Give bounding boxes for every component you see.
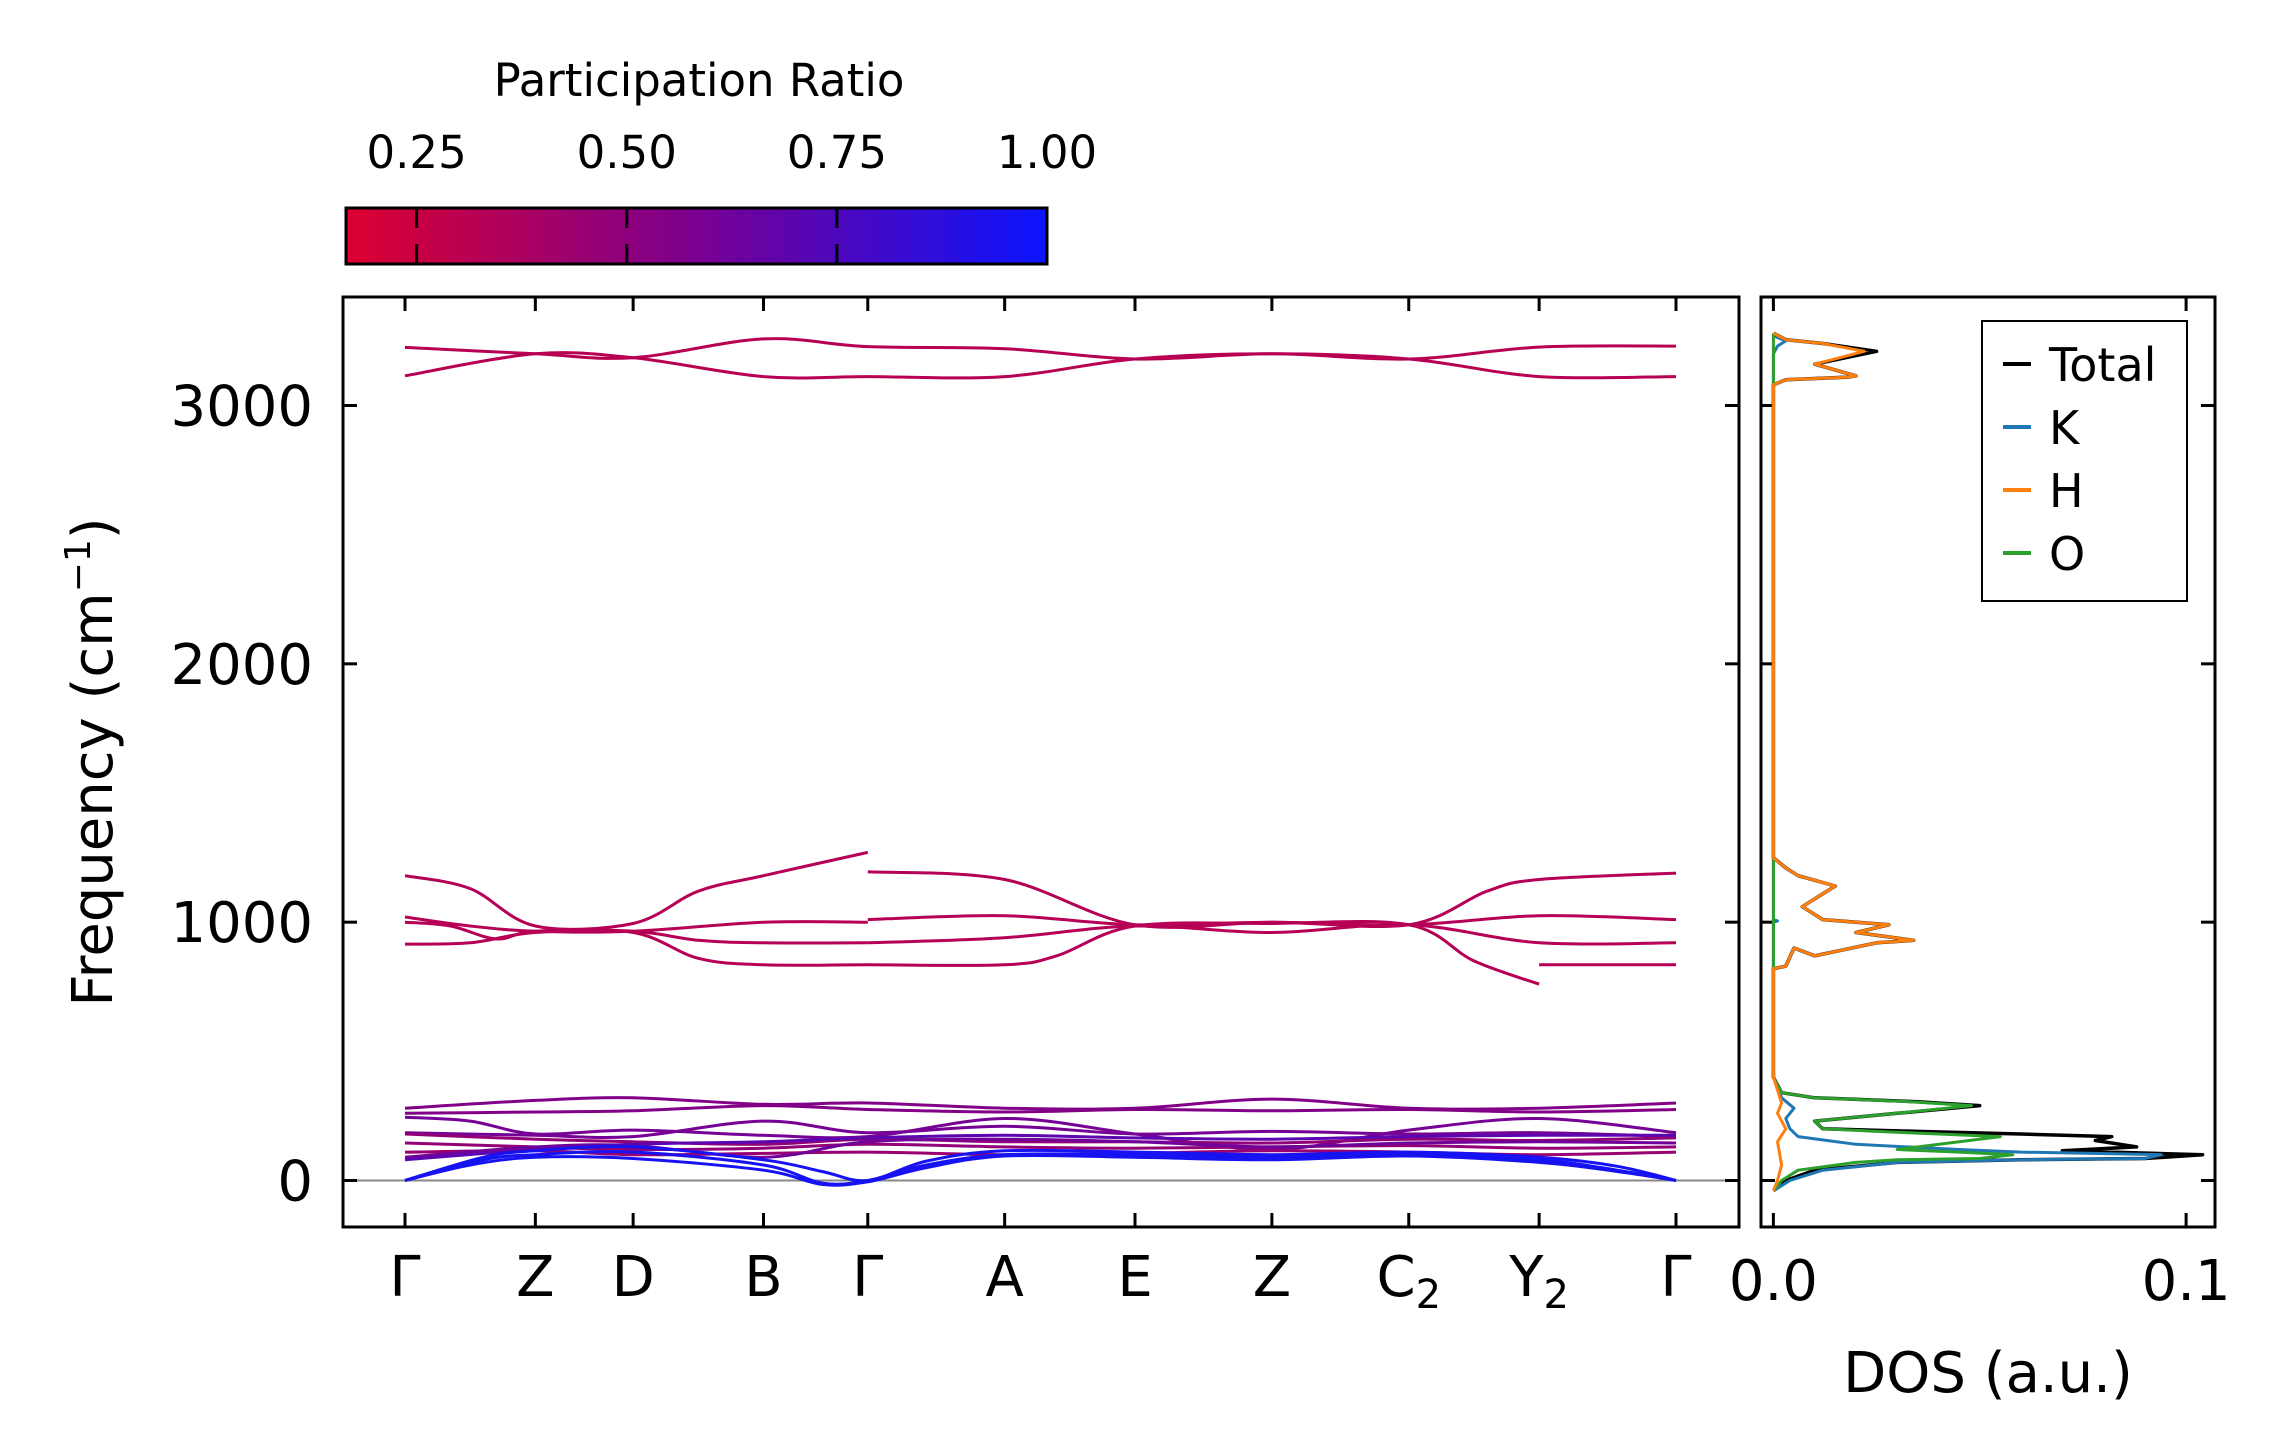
dos-tick-label: 0.1 xyxy=(2142,1249,2231,1314)
kpoint-labels: Γ Z D B Γ A E Z C2 Y2 Γ xyxy=(389,1245,1691,1318)
dos-legend: Total KHO xyxy=(1981,320,2188,602)
y-axis-label-close: ) xyxy=(61,517,126,539)
phonon-bands xyxy=(404,337,1677,1187)
dos-x-axis-label: DOS (a.u.) xyxy=(1843,1341,2133,1406)
phonon-band xyxy=(404,1096,1677,1111)
kpoint-label: D xyxy=(612,1245,655,1310)
dos-ticks: 0.0 0.1 xyxy=(1729,297,2231,1314)
y-axis-label-main: Frequency (cm xyxy=(61,592,126,1006)
legend-label: K xyxy=(2049,401,2081,455)
phonon-band xyxy=(867,870,1677,929)
dos-curves xyxy=(1771,331,2205,1193)
phonon-band xyxy=(404,1132,1677,1146)
phonon-band xyxy=(404,1104,1677,1115)
phonon-band xyxy=(404,351,1677,380)
phonon-band xyxy=(404,1153,1677,1187)
kpoint-label: B xyxy=(744,1245,782,1310)
kpoint-label: Γ xyxy=(389,1245,420,1310)
phonon-band xyxy=(867,923,1677,946)
legend-label: H xyxy=(2049,464,2084,518)
frequency-tick-label: 0 xyxy=(277,1150,313,1215)
phonon-band xyxy=(404,1119,1677,1139)
dos-curve-o xyxy=(1771,333,2015,1192)
dos-plot-frame xyxy=(1759,295,2217,1229)
phonon-band xyxy=(404,1141,1677,1152)
kpoint-label: C2 xyxy=(1376,1245,1441,1318)
colorbar-title: Participation Ratio xyxy=(494,54,905,107)
colorbar-tick-label: 1.00 xyxy=(997,126,1097,179)
kpoint-ticks xyxy=(403,297,1678,1227)
frequency-tick-label: 1000 xyxy=(170,891,313,956)
kpoint-label: Y2 xyxy=(1508,1245,1569,1318)
kpoint-label: Γ xyxy=(852,1245,883,1310)
dos-tick-label: 0.0 xyxy=(1729,1249,1818,1314)
band-plot-frame xyxy=(341,295,1741,1229)
colorbar-tick-label: 0.50 xyxy=(577,126,677,179)
colorbar: Participation Ratio 0.25 0.50 0.75 1.00 xyxy=(344,54,1097,266)
colorbar-gradient xyxy=(344,206,1049,266)
kpoint-label: A xyxy=(985,1245,1023,1310)
phonon-band xyxy=(404,1150,1677,1186)
colorbar-tick-label: 0.75 xyxy=(787,126,887,179)
dos-curve-h xyxy=(1771,331,1916,1192)
colorbar-ticks: 0.25 0.50 0.75 1.00 xyxy=(367,126,1097,264)
phonon-band xyxy=(404,920,1540,986)
kpoint-label: Γ xyxy=(1660,1245,1691,1310)
phonon-band xyxy=(404,850,869,931)
kpoint-label: Z xyxy=(1253,1245,1291,1310)
kpoint-label: E xyxy=(1117,1245,1152,1310)
frequency-tick-label: 2000 xyxy=(170,633,313,698)
phonon-band xyxy=(404,337,1677,361)
y-axis-label-sup: −1 xyxy=(58,539,99,592)
phonon-band xyxy=(404,1133,1677,1162)
colorbar-tick-label: 0.25 xyxy=(367,126,467,179)
legend-label: O xyxy=(2049,527,2085,581)
dos-panel: 0.0 0.1 DOS (a.u.) Total KHO xyxy=(1729,295,2231,1406)
frequency-ticks: 0 1000 2000 3000 xyxy=(170,375,2215,1215)
phonon-band xyxy=(404,1145,1677,1183)
phonon-band xyxy=(404,915,868,934)
frequency-tick-label: 3000 xyxy=(170,375,313,440)
legend-items: Total KHO xyxy=(2003,338,2156,581)
y-axis-label: Frequency (cm−1) xyxy=(58,517,126,1006)
legend-label: Total xyxy=(2048,338,2156,392)
kpoint-label: Z xyxy=(516,1245,554,1310)
